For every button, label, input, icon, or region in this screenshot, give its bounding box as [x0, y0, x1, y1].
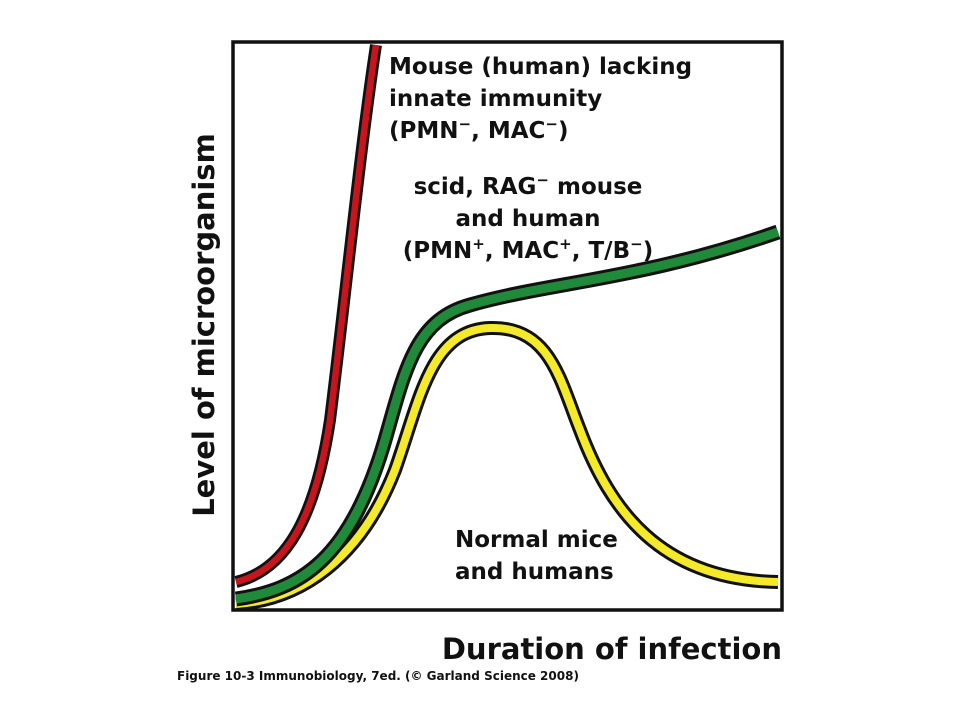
label-normal-line1: Normal mice [455, 527, 618, 553]
label-normal-line2: and humans [455, 559, 614, 585]
y-axis-title: Level of microorganism [187, 133, 221, 517]
label-normal: Normal mice and humans [455, 527, 618, 585]
label-adaptive-deficient: scid, RAG− mouse and human (PMN+, MAC+, … [403, 171, 653, 264]
label-innate-line1: Mouse (human) lacking [389, 54, 692, 80]
label-scid-line1: scid, RAG− mouse [414, 171, 643, 200]
curve-innate-deficient [234, 44, 382, 588]
label-innate-deficient: Mouse (human) lacking innate immunity (P… [389, 54, 692, 144]
curve-normal [235, 320, 779, 611]
x-axis-title: Duration of infection [442, 632, 782, 666]
curve-adaptive-deficient-line [235, 227, 780, 604]
label-scid-line2: and human [456, 206, 601, 232]
label-innate-line3: (PMN−, MAC−) [389, 115, 569, 144]
curve-normal-line [235, 323, 779, 608]
curve-adaptive-deficient [234, 224, 781, 607]
figure-caption: Figure 10-3 Immunobiology, 7ed. (© Garla… [177, 669, 579, 683]
curve-innate-deficient-line [235, 44, 380, 586]
label-innate-line2: innate immunity [389, 86, 602, 112]
label-scid-line3: (PMN+, MAC+, T/B−) [403, 235, 653, 264]
